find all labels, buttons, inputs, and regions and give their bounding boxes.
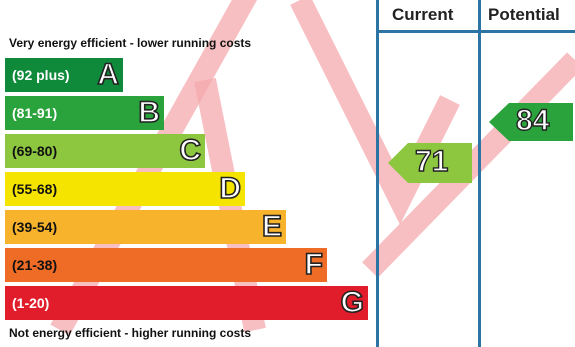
band-range: (21-38): [12, 257, 58, 273]
potential-header: Potential: [488, 5, 560, 24]
header-rule: [376, 30, 575, 33]
band-letter: D: [219, 172, 242, 205]
band-range: (69-80): [12, 143, 58, 159]
watermark-stroke-c: [290, 0, 460, 225]
band-letter: C: [179, 134, 202, 167]
band-f: (21-38) F: [5, 248, 327, 282]
top-caption: Very energy efficient - lower running co…: [9, 36, 252, 50]
current-rating-value: 71: [414, 145, 449, 178]
band-letter: E: [261, 210, 283, 243]
band-e: (39-54) E: [5, 210, 286, 244]
watermark-stroke-d: [362, 52, 575, 278]
bottom-caption: Not energy efficient - higher running co…: [9, 326, 252, 340]
band-a: (92 plus) A: [5, 58, 123, 92]
band-letter: F: [304, 248, 324, 281]
band-range: (39-54): [12, 219, 58, 235]
potential-rating-value: 84: [515, 104, 550, 137]
band-c: (69-80) C: [5, 134, 205, 168]
band-letter: B: [138, 96, 161, 129]
band-letter: A: [97, 58, 120, 91]
band-d: (55-68) D: [5, 172, 245, 206]
band-range: (55-68): [12, 181, 58, 197]
band-b: (81-91) B: [5, 96, 164, 130]
band-range: (1-20): [12, 295, 50, 311]
band-range: (92 plus): [12, 67, 70, 83]
band-letter: G: [340, 286, 365, 319]
band-g: (1-20) G: [5, 286, 368, 320]
current-column-left-rule: [376, 0, 379, 347]
band-range: (81-91): [12, 105, 58, 121]
potential-rating-arrow: [489, 103, 573, 141]
current-rating-arrow: [388, 143, 472, 183]
potential-column-left-rule: [478, 0, 481, 347]
current-header: Current: [392, 5, 454, 24]
